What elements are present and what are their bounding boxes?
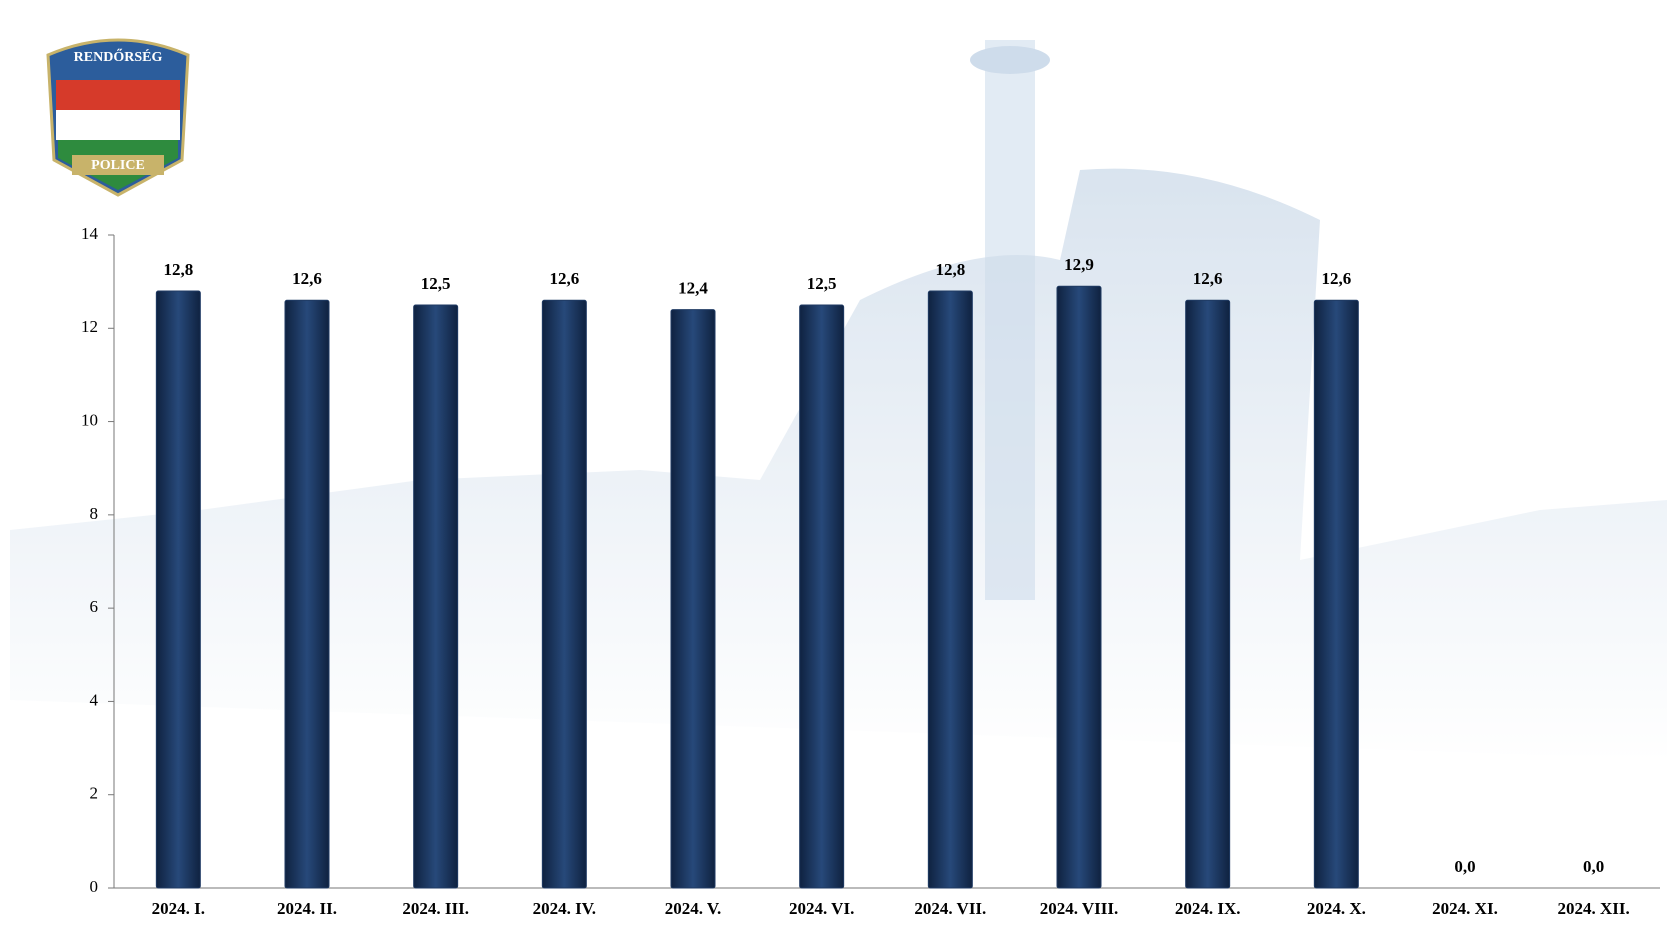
y-tick-label: 10 — [81, 410, 98, 429]
data-label: 12,5 — [421, 274, 451, 293]
x-tick-label: 2024. VIII. — [1040, 899, 1119, 918]
bar — [799, 304, 845, 889]
data-label: 12,6 — [1193, 269, 1223, 288]
bar — [670, 309, 716, 889]
x-tick-label: 2024. II. — [277, 899, 337, 918]
x-tick-label: 2024. IX. — [1175, 899, 1241, 918]
data-label: 12,4 — [678, 279, 708, 298]
y-tick-label: 4 — [90, 690, 99, 709]
x-tick-label: 2024. IV. — [533, 899, 596, 918]
x-tick-label: 2024. VII. — [914, 899, 986, 918]
data-label: 12,8 — [163, 260, 193, 279]
y-tick-label: 12 — [81, 317, 98, 336]
x-tick-label: 2024. X. — [1307, 899, 1366, 918]
data-label: 0,0 — [1454, 857, 1475, 876]
x-tick-label: 2024. XI. — [1432, 899, 1498, 918]
data-label: 12,5 — [807, 274, 837, 293]
data-label: 12,6 — [1321, 269, 1351, 288]
y-tick-label: 0 — [90, 877, 99, 896]
bar — [1313, 299, 1359, 889]
y-tick-label: 6 — [90, 597, 99, 616]
y-tick-label: 2 — [90, 784, 99, 803]
logo-bottom-text: POLICE — [91, 158, 145, 173]
x-tick-label: 2024. VI. — [789, 899, 854, 918]
bar — [541, 299, 587, 889]
data-label: 12,6 — [292, 269, 322, 288]
bar — [927, 290, 973, 889]
logo: RENDŐRSÉG POLICE — [46, 38, 190, 197]
data-label: 12,9 — [1064, 255, 1094, 274]
x-tick-label: 2024. V. — [665, 899, 722, 918]
x-tick-label: 2024. III. — [402, 899, 469, 918]
bar — [413, 304, 459, 889]
data-label: 0,0 — [1583, 857, 1604, 876]
bar — [284, 299, 330, 889]
data-label: 12,6 — [549, 269, 579, 288]
x-tick-label: 2024. I. — [152, 899, 205, 918]
bar — [1185, 299, 1231, 889]
y-tick-label: 14 — [81, 224, 99, 243]
x-tick-label: 2024. XII. — [1558, 899, 1630, 918]
logo-top-text: RENDŐRSÉG — [74, 48, 163, 65]
data-label: 12,8 — [935, 260, 965, 279]
y-tick-label: 8 — [90, 504, 99, 523]
bar — [1056, 285, 1102, 889]
bar — [155, 290, 201, 889]
